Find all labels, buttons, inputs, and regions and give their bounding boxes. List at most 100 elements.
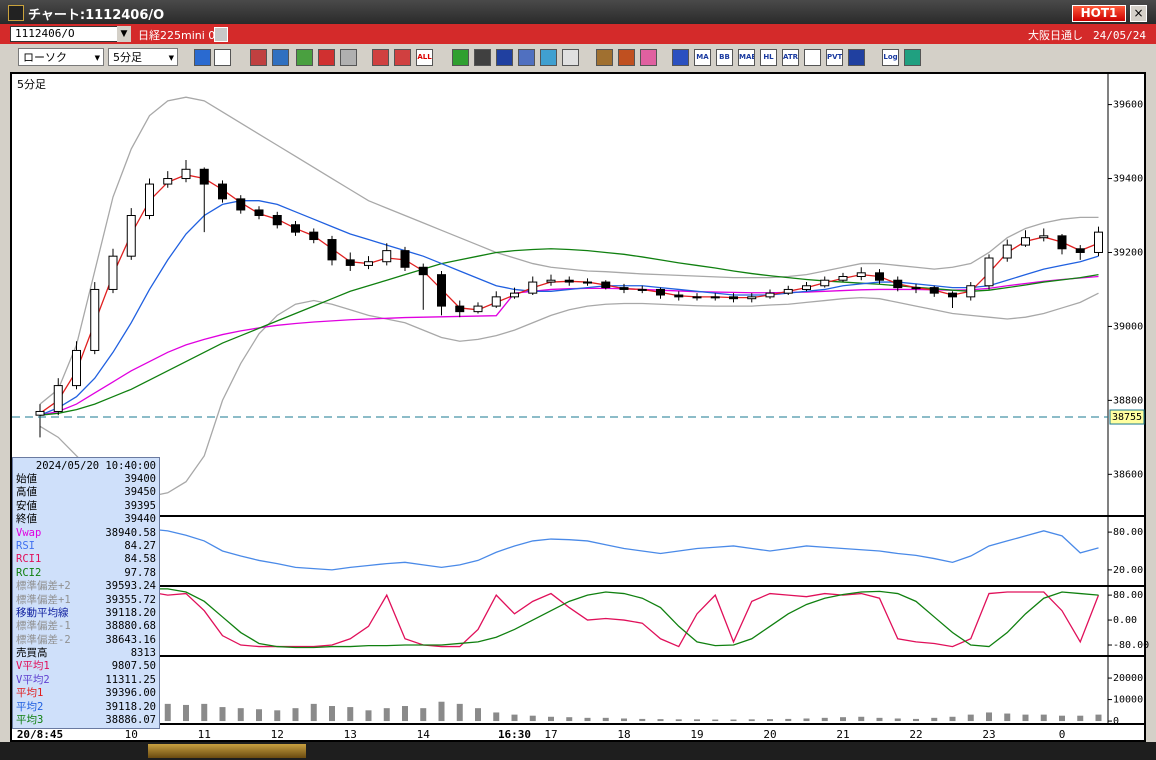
toolbar-button[interactable] <box>318 49 335 66</box>
last-price-label: 38755 <box>1112 412 1142 423</box>
toolbar-button[interactable]: HL <box>760 49 777 66</box>
toolbar-button[interactable]: Log <box>882 49 899 66</box>
chart-title: 5分足 <box>17 78 46 91</box>
volume-bar <box>1077 715 1084 722</box>
symbol-icon[interactable] <box>214 27 228 42</box>
info-label: Vwap <box>16 526 42 539</box>
candle-body <box>1075 248 1085 253</box>
toolbar-button[interactable]: MAE <box>738 49 755 66</box>
info-datetime: 2024/05/20 10:40:00 <box>35 460 156 472</box>
toolbar-button[interactable] <box>562 49 579 66</box>
info-value: 39396.00 <box>105 687 156 700</box>
volume-bar <box>201 703 208 722</box>
candle-body <box>1021 237 1030 246</box>
period-select[interactable]: 5分足 <box>108 48 178 67</box>
candle-body <box>291 224 300 233</box>
info-value: 38886.07 <box>105 714 156 727</box>
volume-bar <box>858 716 865 722</box>
info-label: 安値 <box>16 499 37 512</box>
info-label: 標準偏差-1 <box>16 620 71 633</box>
info-row: V平均2 11311.25 <box>16 674 156 687</box>
toolbar-button[interactable] <box>214 49 231 66</box>
series-line <box>39 292 1099 498</box>
info-label: 始値 <box>16 473 37 485</box>
info-value: 39395 <box>124 499 156 512</box>
toolbar-button[interactable] <box>518 49 535 66</box>
toolbar-button[interactable] <box>272 49 289 66</box>
x-tick-label: 20 <box>763 728 776 741</box>
toolbar-button[interactable] <box>540 49 557 66</box>
candle-body <box>72 349 81 387</box>
info-label: 標準偏差+1 <box>16 593 71 606</box>
volume-bar <box>219 707 226 722</box>
candle-body <box>601 281 611 289</box>
x-tick-label: 10 <box>125 728 138 741</box>
toolbar-button[interactable] <box>496 49 513 66</box>
toolbar-button[interactable] <box>474 49 491 66</box>
toolbar-button[interactable] <box>250 49 267 66</box>
y-tick-label: 39200 <box>1113 247 1143 258</box>
candle-body <box>145 183 154 217</box>
candle-body <box>583 281 592 284</box>
info-row: RSI 84.27 <box>16 540 156 553</box>
toolbar-button[interactable] <box>194 49 211 66</box>
toolbar-button[interactable] <box>904 49 921 66</box>
scroll-thumb[interactable] <box>148 744 306 758</box>
scrollbar[interactable] <box>0 742 1156 760</box>
info-label: RCI1 <box>16 553 42 566</box>
symbol-input[interactable]: 1112406/O <box>10 26 122 42</box>
candle-body <box>400 250 410 268</box>
chart-type-select[interactable]: ローソク <box>18 48 104 67</box>
toolbar-button[interactable] <box>640 49 657 66</box>
toolbar-button[interactable] <box>596 49 613 66</box>
hot-badge[interactable]: HOT1 <box>1072 5 1126 22</box>
candle-body <box>53 385 63 412</box>
toolbar-button[interactable] <box>672 49 689 66</box>
toolbar-button[interactable] <box>452 49 469 66</box>
info-row: RCI1 84.58 <box>16 553 156 566</box>
info-value: 38880.68 <box>105 620 156 633</box>
candle-body <box>692 296 702 299</box>
series-line <box>39 200 1099 416</box>
info-value: 39450 <box>124 486 156 499</box>
volume-bar <box>292 708 299 722</box>
toolbar-button[interactable]: BB <box>716 49 733 66</box>
info-value: 84.27 <box>124 539 156 552</box>
volume-bar <box>1004 713 1011 722</box>
volume-bar <box>383 708 390 722</box>
toolbar: ローソク 5分足 ALL MA BB MAE HL ATR PVT Log <box>0 44 1156 72</box>
volume-bar <box>1059 715 1065 722</box>
toolbar-button[interactable] <box>848 49 865 66</box>
toolbar-button[interactable] <box>394 49 411 66</box>
toolbar-button[interactable]: MA <box>694 49 711 66</box>
candle-body <box>345 259 355 266</box>
toolbar-button[interactable] <box>372 49 389 66</box>
candle-body <box>783 288 793 294</box>
x-tick-label: 12 <box>271 728 284 741</box>
y-tick-label: -80.00 <box>1113 640 1149 651</box>
series-line <box>39 96 1099 405</box>
toolbar-button[interactable] <box>618 49 635 66</box>
toolbar-button[interactable] <box>340 49 357 66</box>
candle-body <box>765 292 775 298</box>
volume-bar <box>730 719 737 722</box>
symbol-dropdown[interactable]: ▼ <box>117 26 131 42</box>
info-label: 標準偏差+2 <box>16 580 71 593</box>
info-label: 平均3 <box>16 714 44 727</box>
close-button[interactable]: × <box>1130 5 1147 22</box>
candle-body <box>802 285 811 290</box>
toolbar-button[interactable]: ALL <box>416 49 433 66</box>
volume-bar <box>840 717 846 722</box>
info-value: 39593.24 <box>105 580 156 593</box>
toolbar-button[interactable]: PVT <box>826 49 843 66</box>
volume-bar <box>767 719 773 722</box>
candle-body <box>473 305 483 313</box>
toolbar-button[interactable] <box>296 49 313 66</box>
info-row: 安値 39395 <box>16 500 156 513</box>
toolbar-button[interactable]: ATR <box>782 49 799 66</box>
candle-body <box>199 168 209 185</box>
y-tick-label: 10000 <box>1113 695 1143 706</box>
candle-body <box>236 198 246 211</box>
symbol-bar: 1112406/O ▼ 日経225mini 06 大阪日通し 24/05/24 <box>0 24 1156 44</box>
toolbar-button[interactable] <box>804 49 821 66</box>
